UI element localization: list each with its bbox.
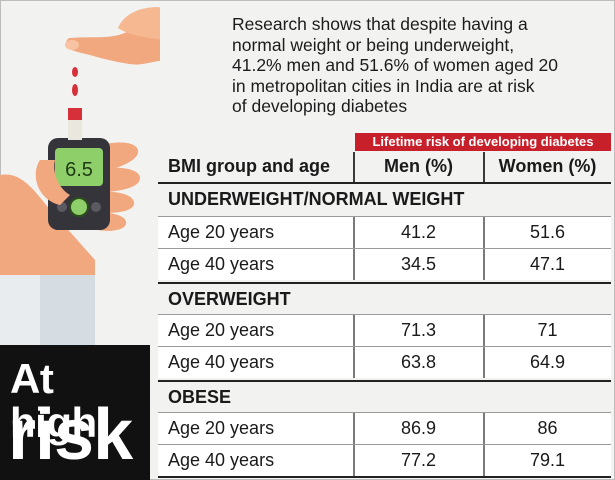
cell-divider [483, 413, 485, 444]
thumb-shape [35, 160, 70, 205]
men-value: 41.2 [400, 222, 437, 242]
men-value: 86.9 [400, 418, 437, 438]
cell-divider [353, 413, 355, 444]
intro-text: Research shows that despite having a nor… [232, 14, 558, 116]
men-value: 77.2 [400, 450, 437, 470]
women-value: 71 [537, 320, 558, 340]
header-divider-1 [353, 152, 355, 182]
header-divider-2 [483, 152, 485, 182]
test-strip [68, 118, 82, 140]
at-high-risk-badge: At high risk [0, 345, 150, 480]
men-value: 63.8 [400, 352, 437, 372]
pointing-hand-back [118, 7, 160, 40]
cell-divider [353, 347, 355, 378]
header-men: Men (%) [384, 156, 453, 176]
table-bottom-rule [158, 476, 611, 478]
cell-divider [353, 315, 355, 346]
meter-button-center [69, 197, 89, 217]
row-label: Age 40 years [168, 352, 275, 372]
meter-screen [55, 148, 103, 186]
women-value: 79.1 [529, 450, 566, 470]
blood-drop-1 [72, 67, 78, 77]
table-row: Age 20 years 86.9 86 [158, 412, 611, 444]
row-label: Age 20 years [168, 222, 275, 242]
lifetime-risk-header: Lifetime risk of developing diabetes [355, 133, 611, 151]
row-label: Age 40 years [168, 450, 275, 470]
blood-drop-2 [72, 84, 78, 96]
glucose-meter-illustration: 6.5 [0, 7, 160, 345]
header-women: Women (%) [498, 156, 597, 176]
meter-button-right [91, 202, 101, 212]
cell-divider [483, 315, 485, 346]
table-row: Age 40 years 77.2 79.1 [158, 444, 611, 476]
group-title-obese: OBESE [158, 380, 611, 410]
group-title-overweight: OVERWEIGHT [158, 282, 611, 312]
badge-line-2: risk [8, 395, 133, 475]
women-value: 64.9 [529, 352, 566, 372]
cell-divider [353, 249, 355, 280]
cell-divider [483, 217, 485, 248]
table-row: Age 40 years 63.8 64.9 [158, 346, 611, 378]
header-bmi-group: BMI group and age [168, 156, 330, 176]
row-label: Age 40 years [168, 254, 275, 274]
cell-divider [353, 217, 355, 248]
women-value: 51.6 [529, 222, 566, 242]
table-row: Age 40 years 34.5 47.1 [158, 248, 611, 280]
sleeve-shade [40, 270, 95, 345]
cell-divider [483, 347, 485, 378]
meter-reading: 6.5 [65, 159, 93, 181]
men-value: 71.3 [400, 320, 437, 340]
test-strip-tip [68, 108, 82, 120]
group-title-underweight: UNDERWEIGHT/NORMAL WEIGHT [158, 182, 611, 212]
holding-hand-shape [0, 174, 95, 275]
women-value: 47.1 [529, 254, 566, 274]
row-label: Age 20 years [168, 418, 275, 438]
cell-divider [353, 445, 355, 476]
women-value: 86 [537, 418, 558, 438]
cell-divider [483, 249, 485, 280]
table-row: Age 20 years 41.2 51.6 [158, 216, 611, 248]
table-row: Age 20 years 71.3 71 [158, 314, 611, 346]
badge-line-1: At high [10, 355, 97, 446]
fingertip [65, 40, 79, 50]
men-value: 34.5 [400, 254, 437, 274]
table-header-row: BMI group and age Men (%) Women (%) [158, 152, 611, 182]
cell-divider [483, 445, 485, 476]
row-label: Age 20 years [168, 320, 275, 340]
